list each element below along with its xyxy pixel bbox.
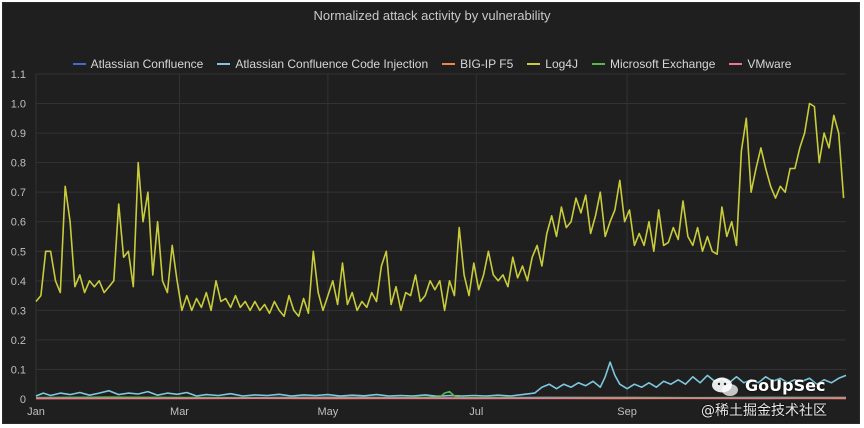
chart-title: Normalized attack activity by vulnerabil… <box>313 8 551 23</box>
legend-label: BIG-IP F5 <box>460 57 514 71</box>
x-tick-label: Mar <box>170 406 189 418</box>
legend: Atlassian Confluence Atlassian Confluence… <box>3 57 861 71</box>
legend-item[interactable]: BIG-IP F5 <box>442 57 513 71</box>
y-tick-label: 0 <box>20 394 26 406</box>
y-tick-label: 0.7 <box>11 187 26 199</box>
y-tick-label: 0.4 <box>11 276 26 288</box>
legend-swatch <box>527 63 541 65</box>
y-tick-label: 1.0 <box>11 99 26 111</box>
legend-label: Log4J <box>545 57 578 71</box>
legend-item[interactable]: VMware <box>729 57 791 71</box>
legend-item[interactable]: Atlassian Confluence <box>72 57 204 71</box>
series-line-log4j <box>35 102 845 318</box>
y-tick-label: 0.1 <box>11 364 26 376</box>
legend-item[interactable]: Microsoft Exchange <box>591 57 716 71</box>
series-line-atlassian-confluence-code-injection <box>35 361 847 398</box>
watermark-brand: GoUpSec <box>745 376 826 395</box>
legend-swatch <box>729 63 743 65</box>
legend-item[interactable]: Log4J <box>527 57 578 71</box>
watermark-subtext: @稀土掘金技术社区 <box>701 403 827 419</box>
legend-swatch <box>591 63 605 65</box>
y-tick-label: 0.3 <box>11 305 26 317</box>
chat-bubble-icon <box>712 377 738 396</box>
x-tick-label: Jul <box>469 406 483 418</box>
legend-label: Atlassian Confluence <box>90 57 204 71</box>
y-tick-label: 0.8 <box>11 158 26 170</box>
watermark: GoUpSec @稀土掘金技术社区 <box>701 374 855 422</box>
x-tick-label: Sep <box>617 406 637 418</box>
x-tick-label: May <box>318 406 339 418</box>
y-tick-label: 0.2 <box>11 335 26 347</box>
y-tick-label: 1.1 <box>11 69 26 81</box>
y-tick-label: 0.5 <box>11 246 26 258</box>
y-tick-label: 0.9 <box>11 128 26 140</box>
legend-item[interactable]: Atlassian Confluence Code Injection <box>217 57 428 71</box>
legend-label: Microsoft Exchange <box>609 57 716 71</box>
legend-swatch <box>442 63 456 65</box>
legend-label: VMware <box>747 57 792 71</box>
x-tick-label: Jan <box>27 406 45 418</box>
y-tick-label: 0.6 <box>11 217 26 229</box>
legend-swatch <box>217 63 231 65</box>
legend-label: Atlassian Confluence Code Injection <box>235 57 429 71</box>
legend-swatch <box>72 63 86 65</box>
